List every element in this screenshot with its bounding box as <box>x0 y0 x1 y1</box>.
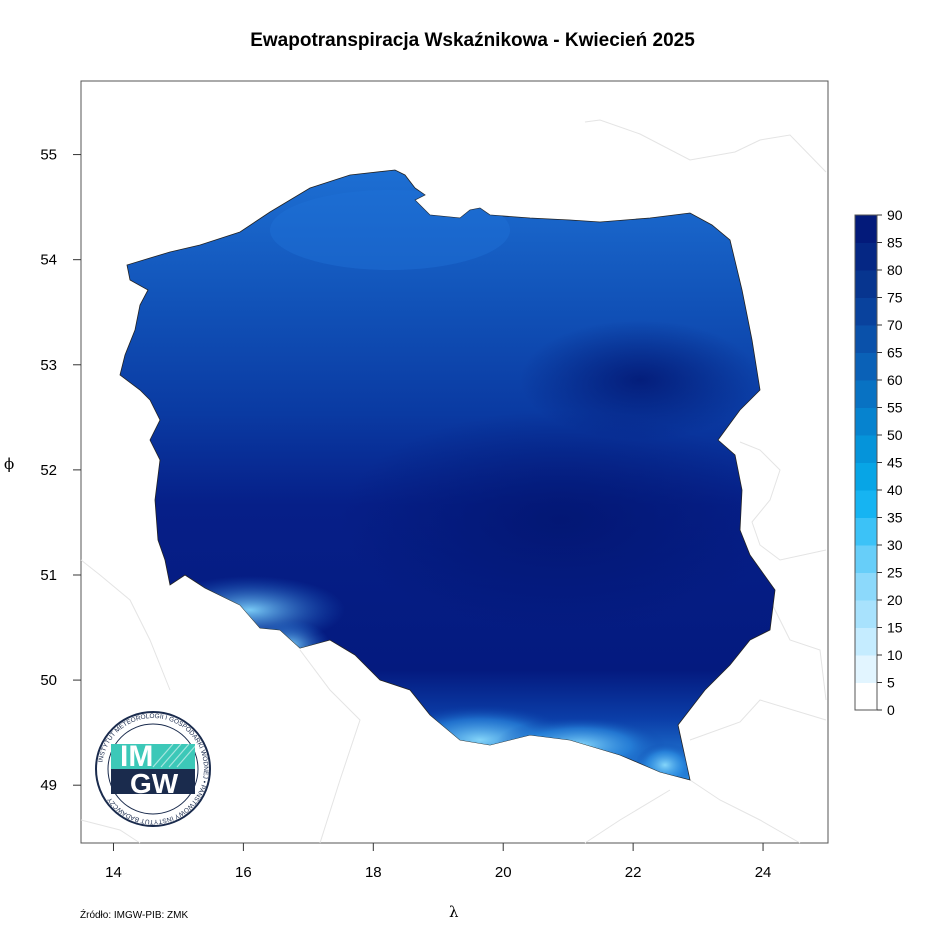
legend-swatch <box>855 297 877 326</box>
legend-swatch <box>855 325 877 353</box>
neighbor-borders <box>80 119 827 844</box>
x-axis: 14 16 18 20 22 24 <box>105 843 771 881</box>
legend-label: 60 <box>887 372 903 388</box>
legend-label: 45 <box>887 455 903 471</box>
legend-label: 15 <box>887 620 903 636</box>
legend-swatch <box>855 242 877 271</box>
x-tick-label: 20 <box>495 864 512 881</box>
legend-swatch <box>855 270 877 298</box>
legend-label: 70 <box>887 317 903 333</box>
x-tick-label: 14 <box>105 864 122 881</box>
legend-label: 20 <box>887 592 903 608</box>
legend-swatch <box>855 352 877 381</box>
x-tick-label: 24 <box>755 864 772 881</box>
y-tick-label: 50 <box>40 672 57 689</box>
legend-swatch <box>855 490 877 518</box>
y-tick-label: 52 <box>40 462 57 479</box>
legend-label: 25 <box>887 565 903 581</box>
legend-swatch <box>855 600 877 628</box>
source-note: Źródło: IMGW-PIB: ZMK <box>80 910 189 921</box>
legend-label: 10 <box>887 647 903 663</box>
legend-label: 55 <box>887 400 903 416</box>
y-tick-label: 49 <box>40 777 57 794</box>
y-axis: 49 50 51 52 53 54 55 <box>40 147 81 794</box>
legend-swatch <box>855 517 877 546</box>
legend-label: 40 <box>887 482 903 498</box>
logo-text-top: IM <box>120 740 153 773</box>
legend-label: 80 <box>887 262 903 278</box>
legend-label: 5 <box>887 675 895 691</box>
legend-label: 65 <box>887 345 903 361</box>
legend-swatch <box>855 545 877 573</box>
color-legend: 0 5 10 15 20 25 30 35 40 45 50 55 60 65 70 75 80 85 90 <box>854 207 903 718</box>
legend-label: 90 <box>887 207 903 223</box>
legend-label: 85 <box>887 235 903 251</box>
x-tick-label: 16 <box>235 864 252 881</box>
legend-swatch <box>855 215 877 243</box>
legend-swatch <box>855 462 877 491</box>
y-axis-label: ϕ <box>4 455 15 473</box>
y-tick-label: 54 <box>40 252 57 269</box>
imgw-logo: INSTYTUT METEOROLOGII I GOSPODARKI WODNE… <box>95 711 211 827</box>
legend-swatch <box>855 572 877 601</box>
y-tick-label: 51 <box>40 567 57 584</box>
legend-swatch <box>855 380 877 408</box>
x-tick-label: 22 <box>625 864 642 881</box>
y-tick-label: 53 <box>40 357 57 374</box>
legend-label: 0 <box>887 702 895 718</box>
map-title: Ewapotranspiracja Wskaźnikowa - Kwiecień… <box>250 30 695 51</box>
y-tick-label: 55 <box>40 147 57 164</box>
legend-swatch <box>855 407 877 436</box>
legend-label: 30 <box>887 537 903 553</box>
logo-text-bottom: GW <box>130 768 179 799</box>
legend-label: 35 <box>887 510 903 526</box>
legend-swatch <box>855 435 877 463</box>
plot-frame <box>80 80 829 844</box>
x-tick-label: 18 <box>365 864 382 881</box>
legend-label: 75 <box>887 290 903 306</box>
legend-swatch <box>855 655 877 683</box>
x-axis-label: λ <box>449 903 459 921</box>
legend-label: 50 <box>887 427 903 443</box>
legend-swatch <box>855 682 877 711</box>
legend-swatch <box>855 627 877 656</box>
